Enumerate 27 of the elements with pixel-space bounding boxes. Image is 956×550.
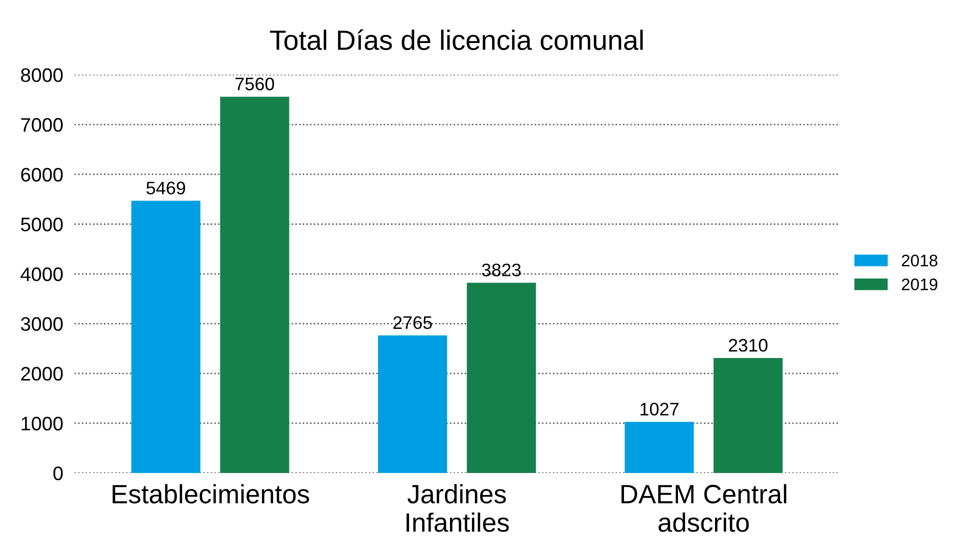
bar — [378, 335, 448, 473]
chart-title: Total Días de licencia comunal — [270, 29, 643, 50]
legend-label: 2019 — [902, 278, 938, 290]
data-label: 2310 — [728, 338, 768, 352]
y-tick-label: 6000 — [21, 168, 63, 182]
data-label: 7560 — [236, 78, 274, 90]
y-tick-label: 2000 — [21, 366, 63, 381]
x-tick-label: DAEM Central adscrito — [622, 484, 786, 532]
y-tick-label: 1000 — [22, 416, 63, 430]
data-label: 1027 — [640, 402, 678, 416]
bar — [131, 200, 200, 473]
bar — [466, 282, 536, 473]
y-tick-label: 7000 — [21, 118, 63, 132]
data-label: 5469 — [146, 182, 186, 194]
bar — [624, 422, 694, 473]
x-tick-label: Jardines Infantiles — [406, 484, 509, 532]
bar — [714, 358, 783, 473]
bar — [220, 96, 290, 473]
y-tick-label: 4000 — [20, 267, 63, 282]
data-label: 2765 — [393, 316, 432, 330]
y-tick-label: 3000 — [20, 317, 63, 331]
data-label: 3823 — [482, 264, 521, 276]
y-tick-label: 0 — [53, 466, 63, 480]
y-tick-label: 8000 — [21, 68, 63, 82]
x-tick-label: Establecimientos — [112, 484, 310, 504]
legend-label: 2018 — [902, 254, 938, 266]
y-tick-label: 5000 — [20, 218, 63, 232]
